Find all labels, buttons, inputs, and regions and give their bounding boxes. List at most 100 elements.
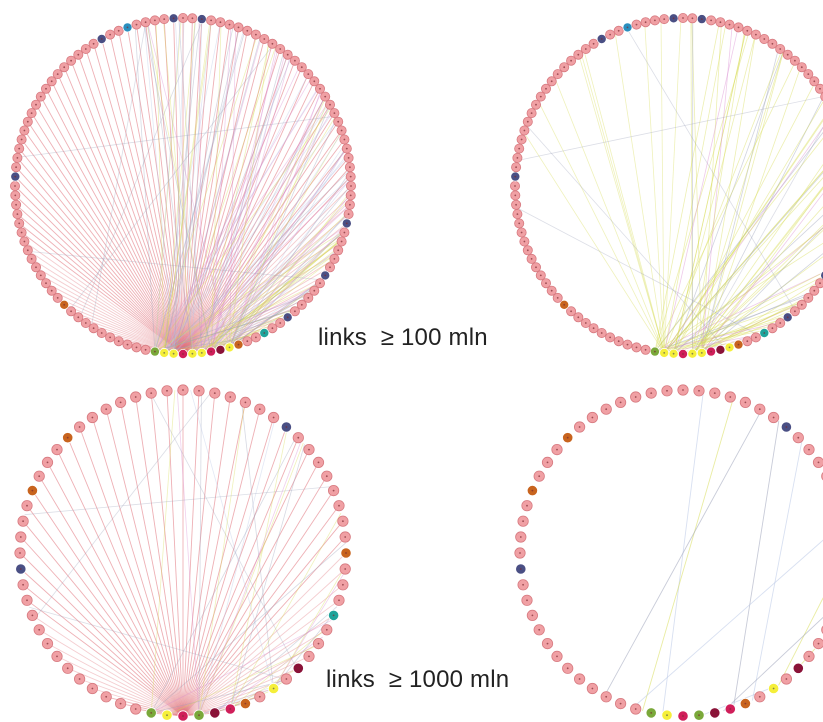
edge	[778, 597, 823, 686]
edge	[198, 402, 246, 716]
node-center-dot	[535, 103, 537, 106]
edge	[229, 41, 269, 348]
node-center-dot	[117, 340, 120, 343]
edge	[654, 293, 812, 352]
node-center-dot	[772, 687, 775, 690]
edge	[182, 22, 221, 355]
node-center-dot	[191, 17, 194, 20]
node-center-dot	[300, 66, 303, 69]
node-center-dot	[109, 336, 111, 339]
edge	[163, 19, 184, 355]
edge	[664, 323, 779, 354]
edge	[14, 195, 184, 355]
edge	[229, 512, 342, 710]
node-center-dot	[522, 520, 524, 523]
edge	[229, 117, 338, 348]
node-center-dot	[144, 21, 147, 24]
edge	[604, 409, 762, 697]
node-center-dot	[182, 389, 184, 391]
edge	[182, 568, 346, 717]
edge	[154, 17, 181, 352]
edge	[692, 206, 823, 354]
panel-1000-filtered	[514, 384, 823, 722]
edge	[182, 223, 348, 355]
node-center-dot	[807, 73, 810, 75]
node-center-dot	[617, 340, 620, 343]
node-center-dot	[286, 53, 289, 56]
edge	[105, 409, 184, 717]
edge	[182, 54, 289, 355]
edge	[663, 17, 682, 353]
edge	[154, 86, 319, 352]
node-center-dot	[91, 687, 94, 690]
edge	[201, 51, 285, 354]
node-center-dot	[297, 436, 300, 439]
node-center-dot	[91, 416, 94, 419]
node-center-dot	[329, 103, 331, 106]
edge	[56, 449, 184, 717]
edge	[210, 146, 347, 352]
node-center-dot	[700, 18, 703, 20]
edge	[614, 32, 665, 353]
node-center-dot	[77, 53, 80, 56]
node-center-dot	[285, 426, 288, 428]
edge	[229, 190, 352, 348]
edge	[182, 157, 349, 355]
node-center-dot	[530, 258, 533, 260]
node-center-dot	[313, 80, 316, 83]
edge	[241, 400, 274, 689]
edge	[692, 224, 823, 354]
edge	[163, 74, 309, 354]
node-center-dot	[154, 350, 156, 353]
panel-1000-full	[14, 384, 352, 722]
node-center-dot	[800, 66, 803, 69]
edge	[229, 283, 320, 348]
edge	[673, 34, 756, 354]
node-center-dot	[605, 408, 608, 411]
edge	[182, 409, 261, 717]
edge	[701, 253, 823, 354]
node-center-dot	[172, 352, 175, 355]
edge	[229, 26, 237, 348]
node-center-dot	[70, 310, 72, 313]
edge	[182, 176, 352, 355]
edge	[701, 25, 733, 353]
node-center-dot	[737, 26, 740, 29]
node-center-dot	[154, 19, 156, 22]
edge	[178, 18, 203, 353]
node-center-dot	[340, 129, 343, 132]
node-center-dot	[538, 475, 541, 478]
node-center-dot	[785, 678, 788, 680]
edge	[163, 18, 201, 353]
edge	[210, 184, 352, 352]
node-center-dot	[570, 310, 572, 313]
node-center-dot	[31, 489, 34, 492]
edge	[166, 644, 318, 716]
node-center-dot	[14, 185, 16, 187]
node-center-dot	[797, 436, 800, 439]
edge	[154, 106, 332, 352]
node-center-dot	[691, 17, 694, 20]
edge	[90, 22, 147, 327]
edge	[210, 230, 346, 352]
edge	[182, 505, 340, 717]
edge	[229, 444, 305, 710]
edge	[198, 442, 304, 716]
node-center-dot	[14, 194, 17, 197]
node-center-dot	[634, 396, 637, 398]
node-center-dot	[807, 297, 810, 299]
edge	[101, 332, 184, 355]
node-center-dot	[570, 59, 572, 62]
edge	[182, 20, 212, 355]
edge	[163, 18, 196, 353]
edge	[163, 119, 338, 354]
node-center-dot	[307, 73, 310, 75]
node-center-dot	[20, 138, 23, 141]
edges	[19, 390, 347, 717]
edge	[229, 100, 329, 348]
edge	[163, 102, 330, 354]
edge	[201, 200, 351, 354]
node-center-dot	[644, 21, 647, 24]
edge	[182, 655, 310, 717]
node-center-dot	[342, 583, 344, 586]
